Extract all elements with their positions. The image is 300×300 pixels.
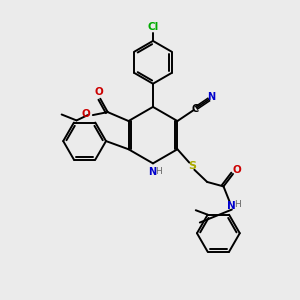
Text: N: N	[148, 167, 156, 177]
Text: H: H	[155, 167, 162, 176]
Text: O: O	[82, 110, 91, 119]
Text: N: N	[226, 201, 235, 211]
Text: C: C	[192, 103, 199, 113]
Text: Cl: Cl	[147, 22, 159, 32]
Text: O: O	[232, 165, 241, 176]
Text: O: O	[94, 87, 103, 97]
Text: H: H	[234, 200, 241, 209]
Text: N: N	[208, 92, 216, 102]
Text: S: S	[188, 160, 196, 171]
